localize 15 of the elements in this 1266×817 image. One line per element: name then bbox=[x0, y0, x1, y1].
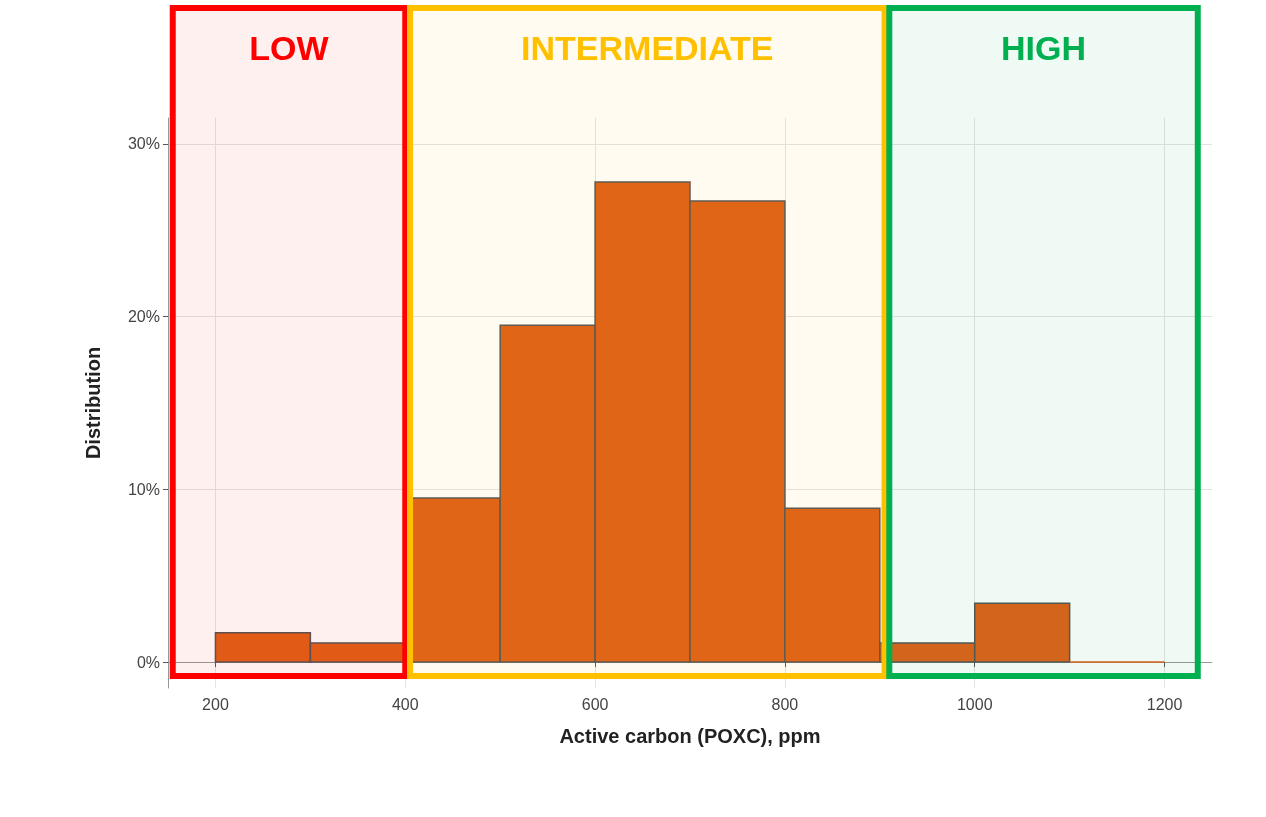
y-axis-title: Distribution bbox=[82, 346, 104, 460]
x-tick-label: 200 bbox=[202, 695, 229, 713]
x-tick-label: 1000 bbox=[956, 695, 993, 713]
x-tick-label: 800 bbox=[771, 695, 799, 713]
x-tick-label: 600 bbox=[581, 695, 609, 713]
band-label: HIGH bbox=[1001, 29, 1087, 67]
x-tick-label: 400 bbox=[391, 695, 419, 713]
x-axis-title: Active carbon (POXC), ppm bbox=[559, 725, 821, 747]
y-tick-label: 10% bbox=[127, 480, 160, 498]
y-tick-label: 0% bbox=[136, 653, 160, 671]
band-label: INTERMEDIATE bbox=[521, 29, 774, 67]
y-tick-label: 20% bbox=[127, 308, 160, 326]
x-tick-label: 1200 bbox=[1146, 695, 1183, 713]
y-tick-label: 30% bbox=[127, 135, 160, 153]
band-label: LOW bbox=[249, 29, 330, 67]
